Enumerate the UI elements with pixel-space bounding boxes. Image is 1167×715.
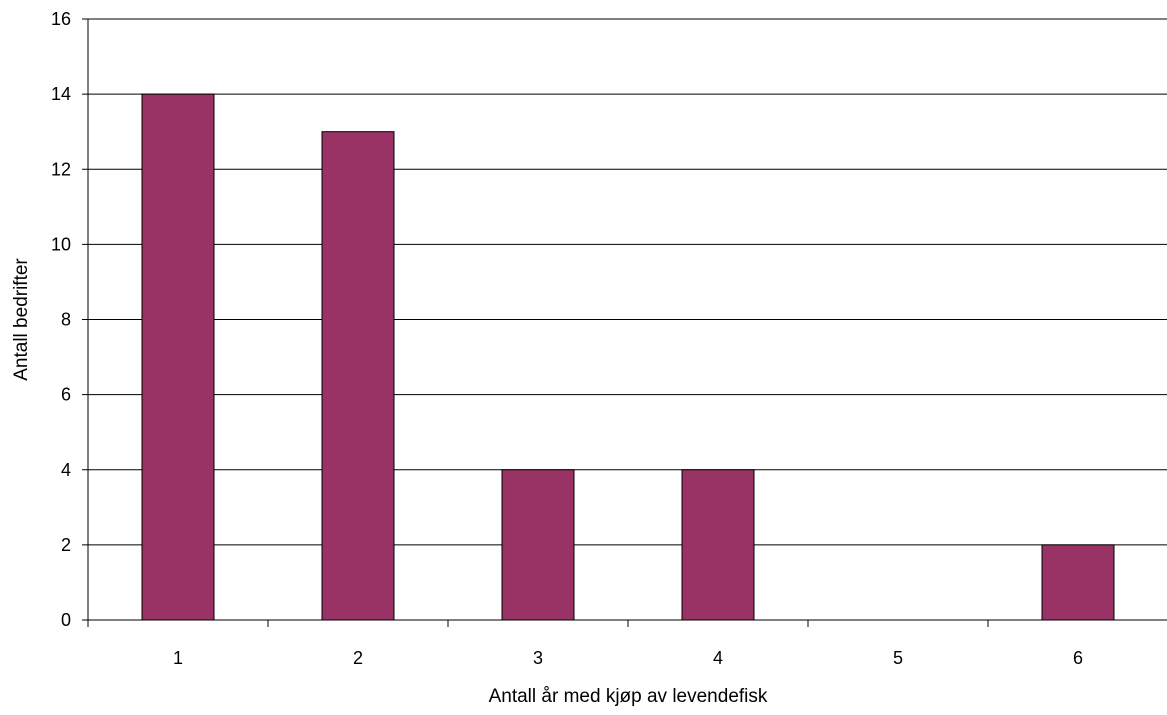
y-tick-label-10: 10 <box>51 234 71 254</box>
x-tick-label-6: 6 <box>1073 648 1083 668</box>
x-axis-ticks: 1 2 3 4 5 6 <box>87 620 1083 668</box>
bar-6 <box>1041 544 1115 621</box>
y-tick-label-2: 2 <box>61 535 71 555</box>
y-tick-label-16: 16 <box>51 9 71 29</box>
gridlines <box>88 18 1167 546</box>
x-tick-label-1: 1 <box>173 648 183 668</box>
y-tick-label-14: 14 <box>51 84 71 104</box>
y-tick-label-12: 12 <box>51 159 71 179</box>
bar-1 <box>141 93 215 621</box>
bar-2 <box>321 131 395 621</box>
bars <box>141 93 1115 621</box>
x-tick-label-2: 2 <box>353 648 363 668</box>
y-tick-label-0: 0 <box>61 610 71 630</box>
bar-4 <box>681 469 755 621</box>
y-tick-label-8: 8 <box>61 310 71 330</box>
x-axis-title: Antall år med kjøp av levendefisk <box>489 686 768 707</box>
y-tick-label-6: 6 <box>61 385 71 405</box>
y-axis-title: Antall bedrifter <box>11 258 32 381</box>
x-tick-label-3: 3 <box>533 648 543 668</box>
x-tick-label-5: 5 <box>893 648 903 668</box>
bar-3 <box>501 469 575 621</box>
y-tick-label-4: 4 <box>61 460 71 480</box>
x-tick-label-4: 4 <box>713 648 723 668</box>
y-axis-ticks: 0 2 4 6 8 10 12 14 16 <box>51 9 88 630</box>
